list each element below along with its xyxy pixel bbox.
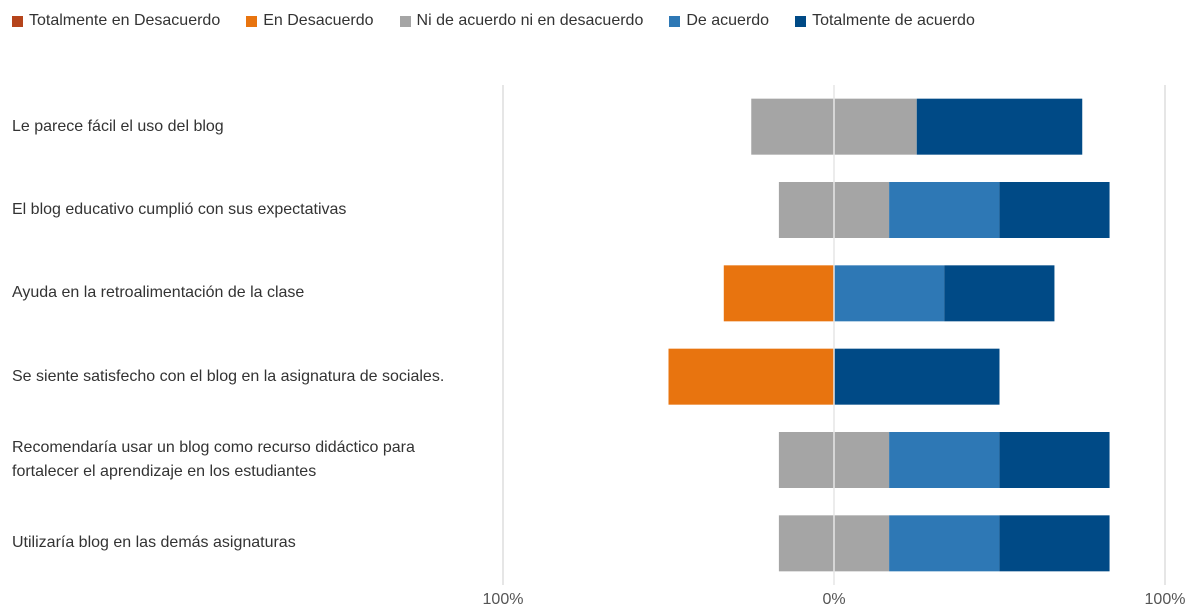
legend-swatch <box>246 15 258 27</box>
category-label: El blog educativo cumplió con sus expect… <box>12 201 347 218</box>
category-label: Ayuda en la retroalimentación de la clas… <box>12 284 305 302</box>
x-tick-label: 100% <box>483 591 524 608</box>
x-tick-label: 0% <box>822 591 845 608</box>
legend-swatch <box>12 15 23 27</box>
bar <box>999 432 1110 488</box>
legend-item: En Desacuerdo <box>246 12 374 30</box>
legend-label: Totalmente de acuerdo <box>812 12 975 29</box>
bar <box>834 265 945 322</box>
bar <box>889 182 1000 238</box>
bar <box>723 265 834 322</box>
bar <box>944 265 1055 322</box>
bar <box>668 348 834 405</box>
category-label: Utilizaría blog en las demás asignaturas <box>12 534 296 552</box>
bar <box>999 515 1110 572</box>
legend-label: Ni de acuerdo ni en desacuerdo <box>416 12 644 29</box>
legend-swatch <box>669 15 681 27</box>
bar <box>999 182 1110 238</box>
category-label: Le parece fácil el uso del blog <box>12 117 224 135</box>
legend: Totalmente en Desacuerdo En Desacuerdo Ni … <box>12 12 975 30</box>
category-label: Se siente satisfecho con el blog en la a… <box>12 367 445 385</box>
x-tick-label: 100% <box>1145 591 1186 608</box>
legend-label: Totalmente en Desacuerdo <box>29 12 221 29</box>
bar <box>916 98 1083 155</box>
legend-item: Totalmente en Desacuerdo <box>12 12 220 30</box>
bar <box>834 348 1000 405</box>
legend-swatch <box>795 15 807 27</box>
legend-label: En Desacuerdo <box>263 12 374 29</box>
legend-swatch <box>399 15 411 27</box>
legend-item: Totalmente de acuerdo <box>795 12 975 30</box>
legend-item: De acuerdo <box>669 12 769 30</box>
bar <box>889 515 1000 572</box>
category-label: Recomendaría usar un blog como recurso d… <box>12 439 415 480</box>
legend-item: Ni de acuerdo ni en desacuerdo <box>399 12 644 30</box>
bar <box>889 432 1000 488</box>
legend-label: De acuerdo <box>686 12 770 29</box>
